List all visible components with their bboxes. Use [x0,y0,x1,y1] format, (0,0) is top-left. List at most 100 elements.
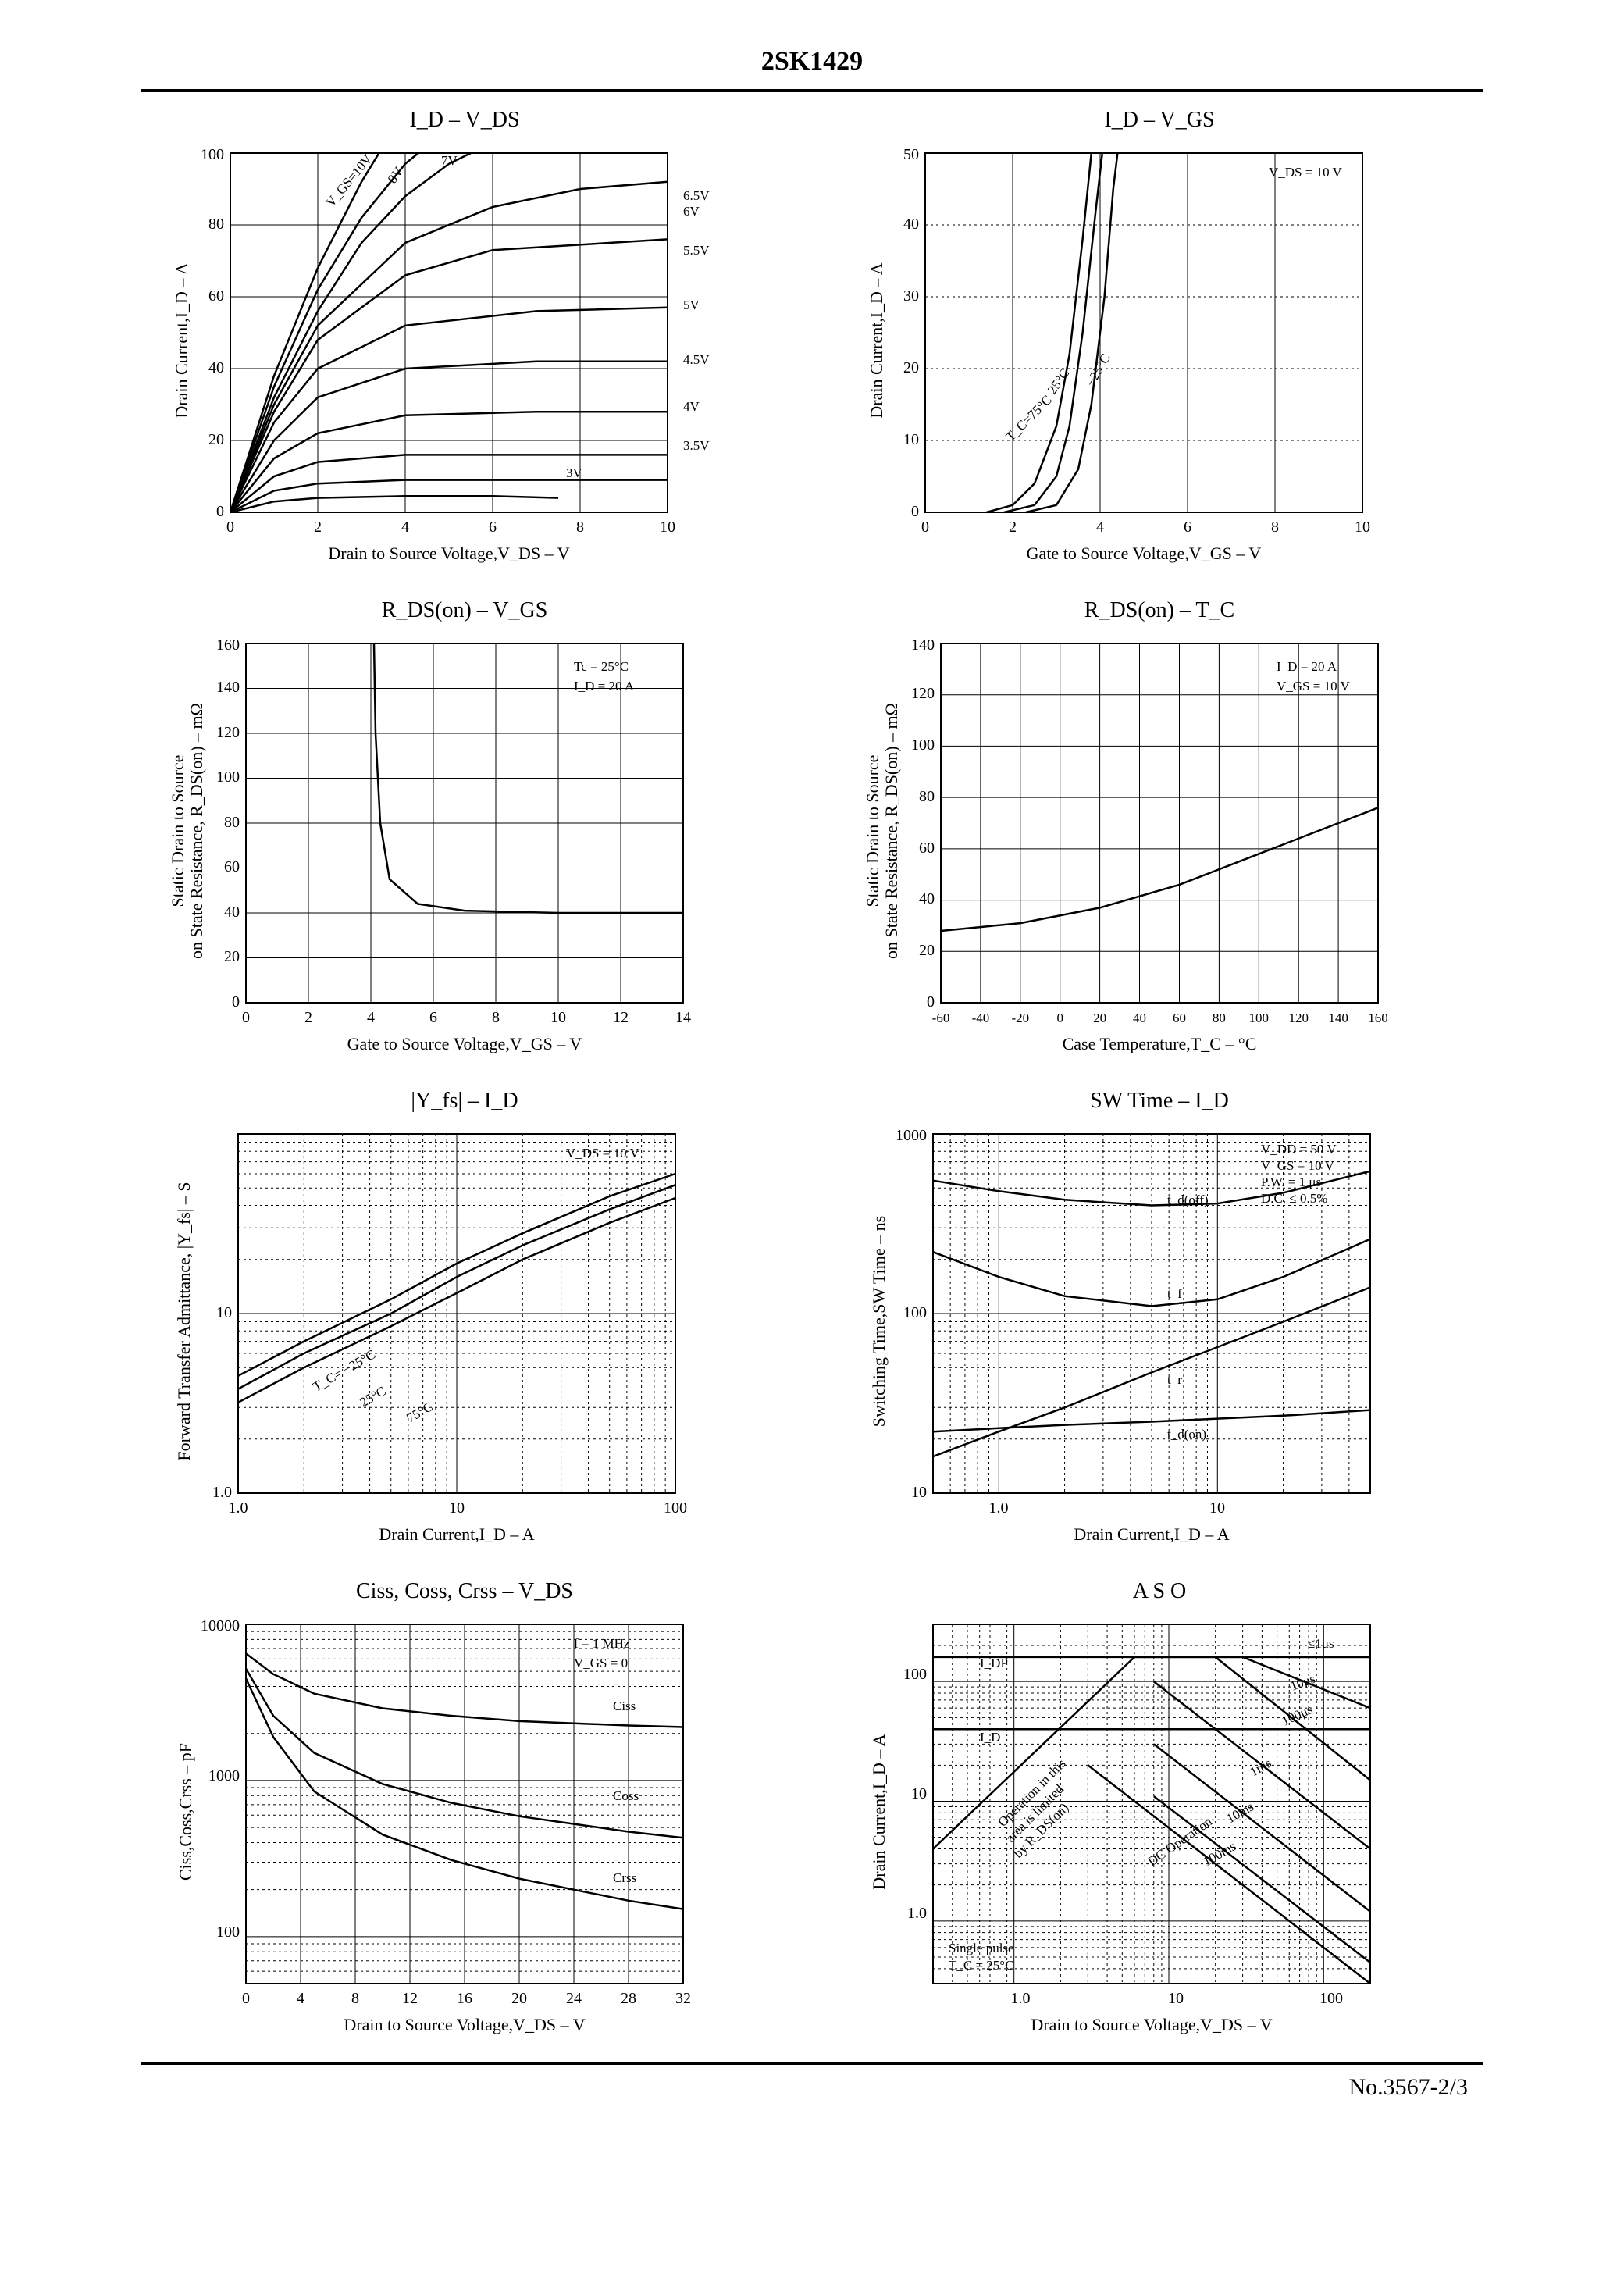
chart-title: R_DS(on) – T_C [1084,598,1234,623]
svg-text:0: 0 [911,503,919,520]
page-footer: No.3567-2/3 [141,2074,1483,2101]
svg-text:100: 100 [903,1666,927,1683]
chart-title: A S O [1133,1579,1186,1604]
chart-rds-vgs: R_DS(on) – V_GS 024 6810 1214 [141,598,789,1065]
svg-text:4: 4 [401,519,409,536]
svg-text:V_DS = 10 V: V_DS = 10 V [1269,165,1343,180]
svg-text:I_DP: I_DP [980,1656,1008,1670]
svg-text:I_D: I_D [980,1730,1000,1745]
chart-aso: A S O 1.010100 1.010100 I_DPI_D ≤1μs 10μ… [835,1579,1483,2046]
page-title: 2SK1429 [141,47,1483,84]
svg-text:P.W. = 1 μs: P.W. = 1 μs [1261,1175,1321,1189]
svg-text:−25°C: −25°C [1083,351,1113,389]
svg-text:Coss: Coss [613,1788,639,1803]
svg-text:4: 4 [1096,519,1104,536]
chart-svg: 024 6810 01020 304050 V_DS = 10 V T_C=75… [863,137,1456,575]
svg-text:t_d(off): t_d(off) [1167,1192,1209,1207]
svg-text:Single pulse: Single pulse [949,1941,1014,1955]
svg-text:10: 10 [1355,519,1370,536]
svg-text:4V: 4V [683,399,700,414]
svg-text:10μs: 10μs [1288,1671,1317,1694]
svg-text:25°C: 25°C [1045,366,1073,397]
svg-text:30: 30 [903,287,919,305]
svg-text:50: 50 [903,146,919,163]
svg-text:Case Temperature,T_C – °C: Case Temperature,T_C – °C [1063,1034,1257,1053]
svg-text:80: 80 [224,814,240,831]
svg-text:100: 100 [664,1499,687,1517]
svg-text:1.0: 1.0 [212,1484,232,1501]
svg-text:10: 10 [216,1304,232,1321]
svg-text:100: 100 [216,768,240,786]
svg-text:60: 60 [224,858,240,875]
svg-text:20: 20 [224,948,240,965]
svg-text:V_DD = 50 V: V_DD = 50 V [1261,1142,1337,1157]
svg-text:16: 16 [457,1990,472,2007]
chart-title: Ciss, Coss, Crss – V_DS [356,1579,573,1604]
svg-text:0: 0 [242,1009,250,1026]
svg-text:100: 100 [903,1304,927,1321]
svg-text:10: 10 [550,1009,566,1026]
svg-text:8: 8 [351,1990,359,2007]
svg-text:-20: -20 [1011,1011,1029,1025]
svg-text:140: 140 [1328,1011,1348,1025]
svg-text:-40: -40 [972,1011,990,1025]
svg-text:0: 0 [921,519,929,536]
svg-text:10: 10 [911,1785,927,1802]
svg-text:D.C. ≤ 0.5%: D.C. ≤ 0.5% [1261,1191,1327,1206]
svg-text:20: 20 [511,1990,527,2007]
svg-text:40: 40 [1133,1011,1146,1025]
svg-text:Drain Current,I_D – A: Drain Current,I_D – A [1074,1524,1229,1544]
svg-text:1000: 1000 [896,1127,927,1144]
svg-text:f = 1 MHz: f = 1 MHz [574,1636,630,1651]
chart-sw-id: SW Time – I_D 1.010 101001000 V_DD = 50 … [835,1089,1483,1556]
svg-text:20: 20 [208,431,224,448]
svg-text:28: 28 [621,1990,636,2007]
svg-text:40: 40 [919,890,935,907]
svg-text:2: 2 [314,519,322,536]
svg-text:100: 100 [201,146,224,163]
svg-text:4: 4 [297,1990,304,2007]
svg-text:140: 140 [216,679,240,696]
svg-text:10: 10 [1168,1990,1184,2007]
svg-text:8: 8 [1271,519,1279,536]
svg-text:Static Drain to Source: Static Drain to Source [863,755,882,907]
svg-text:Gate to Source Voltage,V_GS –: Gate to Source Voltage,V_GS – V [1027,544,1262,563]
svg-text:60: 60 [208,287,224,305]
svg-text:Switching Time,SW Time – ns: Switching Time,SW Time – ns [869,1216,889,1427]
svg-text:6: 6 [1184,519,1191,536]
svg-text:10000: 10000 [201,1617,240,1635]
chart-svg: 1.010 101001000 V_DD = 50 VV_GS = 10 V P… [863,1118,1456,1556]
svg-text:≤1μs: ≤1μs [1308,1636,1334,1651]
svg-text:40: 40 [224,904,240,921]
svg-text:V_DS = 10 V: V_DS = 10 V [566,1146,640,1160]
svg-text:100: 100 [911,736,935,754]
svg-text:40: 40 [903,216,919,233]
svg-text:20: 20 [919,942,935,959]
svg-text:25°C: 25°C [358,1383,389,1410]
svg-text:T_C=75°C: T_C=75°C [1003,392,1054,444]
svg-text:Forward Transfer Admittance, |: Forward Transfer Admittance, |Y_fs| – S [174,1182,194,1460]
svg-text:6.5V: 6.5V [683,188,710,203]
svg-text:t_d(on): t_d(on) [1167,1427,1206,1442]
svg-text:12: 12 [402,1990,418,2007]
svg-text:20: 20 [1093,1011,1106,1025]
svg-text:Drain Current,I_D – A: Drain Current,I_D – A [867,262,886,418]
svg-text:Static Drain to Source: Static Drain to Source [168,755,187,907]
svg-text:Drain Current,I_D – A: Drain Current,I_D – A [869,1734,889,1889]
svg-text:60: 60 [1173,1011,1186,1025]
svg-text:V_GS = 10 V: V_GS = 10 V [1261,1158,1335,1173]
svg-text:3.5V: 3.5V [683,438,710,453]
svg-text:100: 100 [216,1923,240,1941]
svg-text:1.0: 1.0 [229,1499,248,1517]
svg-text:40: 40 [208,359,224,376]
svg-text:6: 6 [429,1009,437,1026]
svg-text:on State Resistance, R_DS(on): on State Resistance, R_DS(on) – mΩ [187,703,206,959]
svg-text:75°C: 75°C [404,1399,436,1425]
svg-text:14: 14 [675,1009,691,1026]
svg-text:0: 0 [216,503,224,520]
svg-text:Ciss: Ciss [613,1699,636,1713]
svg-text:Drain to Source Voltage,V_DS –: Drain to Source Voltage,V_DS – V [344,2015,585,2034]
chart-svg: -60-40-20 02040 6080100 120140160 02040 … [863,628,1456,1065]
svg-text:7V: 7V [441,153,458,168]
chart-title: |Y_fs| – I_D [411,1089,518,1114]
